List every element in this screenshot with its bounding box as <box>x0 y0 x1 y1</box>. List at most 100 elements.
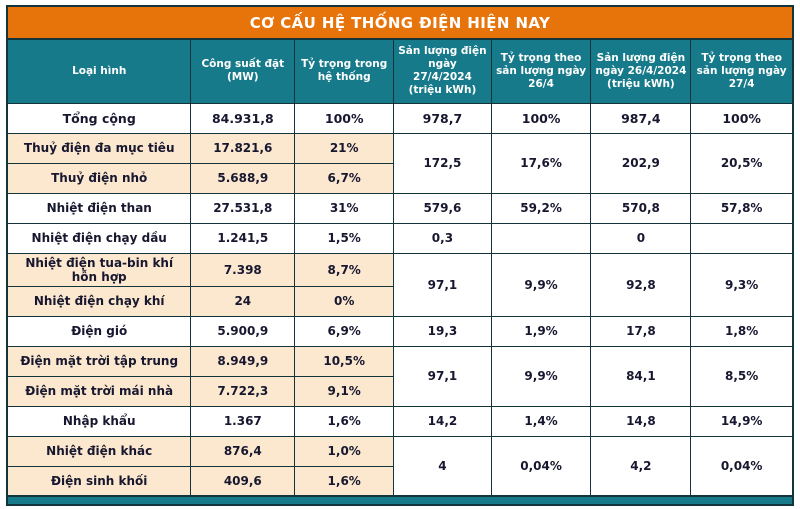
cell-share-27-4: 9,3% <box>690 252 794 317</box>
cell-system-share: 21% <box>294 132 395 164</box>
cell-capacity-mw: 1.367 <box>190 405 296 437</box>
cell-share-26-4: 0,04% <box>490 435 592 497</box>
cell-output-27-4: 172,5 <box>393 132 492 194</box>
cell-capacity-mw: 1.241,5 <box>190 222 296 254</box>
cell-share-27-4: 0,04% <box>690 435 794 497</box>
cell-capacity-mw: 5.688,9 <box>190 162 296 194</box>
cell-output-27-4: 14,2 <box>393 405 492 437</box>
cell-system-share: 6,7% <box>294 162 395 194</box>
cell-system-share: 6,9% <box>294 315 395 347</box>
cell-output-26-4: 92,8 <box>590 252 692 317</box>
cell-capacity-mw: 24 <box>190 285 296 317</box>
cell-output-26-4: 202,9 <box>590 132 692 194</box>
cell-type: Thuỷ điện nhỏ <box>6 162 192 194</box>
cell-output-26-4: 4,2 <box>590 435 692 497</box>
bottom-accent-bar <box>6 497 794 506</box>
col-header-share-26-4: Tỷ trọng theo sản lượng ngày 26/4 <box>490 38 592 104</box>
cell-share-27-4 <box>690 222 794 254</box>
cell-capacity-mw: 84.931,8 <box>190 102 296 134</box>
cell-capacity-mw: 7.398 <box>190 252 296 287</box>
cell-capacity-mw: 27.531,8 <box>190 192 296 224</box>
cell-type: Điện mặt trời tập trung <box>6 345 192 377</box>
table-row: Điện mặt trời mái nhà 7.722,3 9,1% <box>6 375 793 407</box>
cell-system-share: 100% <box>294 102 395 134</box>
table-title: CƠ CẤU HỆ THỐNG ĐIỆN HIỆN NAY <box>6 5 794 38</box>
cell-capacity-mw: 409,6 <box>190 465 296 497</box>
cell-output-27-4: 579,6 <box>393 192 492 224</box>
cell-capacity-mw: 5.900,9 <box>190 315 296 347</box>
cell-output-27-4: 978,7 <box>393 102 492 134</box>
cell-system-share: 10,5% <box>294 345 395 377</box>
cell-output-26-4: 570,8 <box>590 192 692 224</box>
cell-output-27-4: 97,1 <box>393 252 492 317</box>
cell-type: Nhiệt điện than <box>6 192 192 224</box>
cell-output-26-4: 0 <box>590 222 692 254</box>
table-row: Nhiệt điện chạy dầu 1.241,5 1,5% 0,3 0 <box>6 222 794 254</box>
cell-share-26-4: 9,9% <box>490 252 592 317</box>
cell-share-26-4: 100% <box>490 102 592 134</box>
cell-type: Nhiệt điện khác <box>6 435 192 467</box>
power-system-table: Loại hình Công suất đặt (MW) Tỷ trọng tr… <box>6 38 794 497</box>
cell-share-26-4: 1,4% <box>490 405 592 437</box>
cell-share-26-4: 9,9% <box>490 345 592 407</box>
cell-system-share: 8,7% <box>294 252 395 287</box>
table-row: Điện gió 5.900,9 6,9% 19,3 1,9% 17,8 1,8… <box>6 315 794 347</box>
cell-output-27-4: 19,3 <box>393 315 492 347</box>
cell-output-27-4: 4 <box>393 435 492 497</box>
cell-output-26-4: 14,8 <box>590 405 692 437</box>
cell-type: Nhiệt điện chạy khí <box>6 285 192 317</box>
cell-type: Điện gió <box>6 315 192 347</box>
cell-share-26-4: 1,9% <box>490 315 592 347</box>
cell-output-27-4: 0,3 <box>393 222 492 254</box>
cell-capacity-mw: 8.949,9 <box>190 345 296 377</box>
cell-share-27-4: 1,8% <box>690 315 794 347</box>
cell-share-26-4: 59,2% <box>490 192 592 224</box>
cell-system-share: 0% <box>294 285 395 317</box>
table-row-total: Tổng cộng 84.931,8 100% 978,7 100% 987,4… <box>6 102 794 134</box>
table-row: Điện sinh khối 409,6 1,6% <box>6 465 793 497</box>
cell-system-share: 31% <box>294 192 395 224</box>
cell-system-share: 9,1% <box>294 375 395 407</box>
cell-system-share: 1,0% <box>294 435 395 467</box>
cell-type: Điện sinh khối <box>6 465 192 497</box>
col-header-system-share: Tỷ trọng trong hệ thống <box>294 38 395 104</box>
table-row: Thuỷ điện đa mục tiêu 17.821,6 21% 172,5… <box>6 132 794 194</box>
cell-type: Nhiệt điện chạy dầu <box>6 222 192 254</box>
cell-share-27-4: 57,8% <box>690 192 794 224</box>
cell-capacity-mw: 7.722,3 <box>190 375 296 407</box>
cell-share-27-4: 20,5% <box>690 132 794 194</box>
cell-share-26-4: 17,6% <box>490 132 592 194</box>
cell-capacity-mw: 17.821,6 <box>190 132 296 164</box>
table-row: Nhiệt điện than 27.531,8 31% 579,6 59,2%… <box>6 192 794 224</box>
cell-type: Nhập khẩu <box>6 405 192 437</box>
cell-output-26-4: 84,1 <box>590 345 692 407</box>
cell-system-share: 1,6% <box>294 465 395 497</box>
cell-output-27-4: 97,1 <box>393 345 492 407</box>
col-header-output-27-4: Sản lượng điện ngày 27/4/2024 (triệu kWh… <box>393 38 492 104</box>
table-row: Nhiệt điện khác 876,4 1,0% 4 0,04% 4,2 0… <box>6 435 794 497</box>
col-header-capacity-mw: Công suất đặt (MW) <box>190 38 296 104</box>
col-header-type: Loại hình <box>6 38 192 104</box>
cell-system-share: 1,6% <box>294 405 395 437</box>
cell-share-27-4: 14,9% <box>690 405 794 437</box>
cell-share-26-4 <box>490 222 592 254</box>
table-row: Nhiệt điện tua-bin khí hỗn hợp 7.398 8,7… <box>6 252 794 317</box>
cell-type: Tổng cộng <box>6 102 192 134</box>
cell-system-share: 1,5% <box>294 222 395 254</box>
cell-output-26-4: 987,4 <box>590 102 692 134</box>
cell-type: Thuỷ điện đa mục tiêu <box>6 132 192 164</box>
header-row: Loại hình Công suất đặt (MW) Tỷ trọng tr… <box>6 38 794 104</box>
table-row: Nhập khẩu 1.367 1,6% 14,2 1,4% 14,8 14,9… <box>6 405 794 437</box>
cell-output-26-4: 17,8 <box>590 315 692 347</box>
table-row: Điện mặt trời tập trung 8.949,9 10,5% 97… <box>6 345 794 407</box>
cell-type: Nhiệt điện tua-bin khí hỗn hợp <box>6 252 192 287</box>
cell-capacity-mw: 876,4 <box>190 435 296 467</box>
col-header-share-27-4: Tỷ trọng theo sản lượng ngày 27/4 <box>690 38 794 104</box>
cell-share-27-4: 100% <box>690 102 794 134</box>
table-row: Nhiệt điện chạy khí 24 0% <box>6 285 793 317</box>
table-row: Thuỷ điện nhỏ 5.688,9 6,7% <box>6 162 793 194</box>
cell-share-27-4: 8,5% <box>690 345 794 407</box>
col-header-output-26-4: Sản lượng điện ngày 26/4/2024 (triệu kWh… <box>590 38 692 104</box>
cell-type: Điện mặt trời mái nhà <box>6 375 192 407</box>
